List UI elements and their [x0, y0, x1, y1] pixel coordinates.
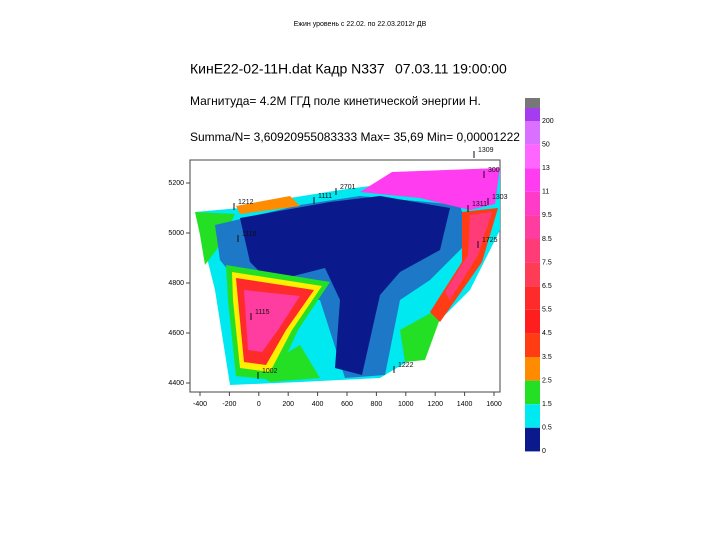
well-label: 1115 — [255, 309, 270, 316]
color-band — [525, 357, 540, 381]
x-tick-label: 800 — [371, 401, 383, 408]
colorbar-label: 2.5 — [542, 377, 552, 384]
color-band — [525, 286, 540, 310]
colorbar-label: 8.5 — [542, 236, 552, 243]
well-label: 1002 — [262, 368, 278, 375]
colorbar-label: 1.5 — [542, 401, 552, 408]
colorbar-label: 4.5 — [542, 330, 552, 337]
color-band — [525, 191, 540, 216]
color-band — [525, 108, 540, 121]
colorbar-label: 0.5 — [542, 425, 552, 432]
title: КинЕ22-02-11Н.dat Кадр N337 — [190, 61, 385, 77]
color-band — [525, 144, 540, 169]
color-band — [525, 262, 540, 287]
well-label: 1111 — [318, 193, 332, 200]
well-label: 1309 — [478, 147, 494, 154]
x-tick-label: 1600 — [486, 401, 502, 408]
colorbar-label: 6.5 — [542, 283, 552, 290]
colorbar-label: 9.5 — [542, 212, 552, 219]
x-tick-label: 0 — [257, 401, 261, 408]
y-tick-label: 4800 — [168, 280, 184, 287]
x-tick-label: -200 — [222, 401, 236, 408]
x-tick-label: 200 — [282, 401, 294, 408]
region — [360, 168, 500, 210]
region — [240, 196, 450, 375]
x-tick-label: 1000 — [398, 401, 414, 408]
colorbar-label: 50 — [542, 141, 550, 148]
well-label: 300 — [488, 167, 500, 174]
colorbar: 200 50 13 11 9.5 8.5 7.5 6.5 5.5 4.5 3.5 2.5 1.5 0.5 0 — [525, 98, 554, 455]
x-tick-label: 1400 — [457, 401, 473, 408]
x-tick-label: 1200 — [427, 401, 443, 408]
color-band — [525, 168, 540, 192]
x-tick-label: -400 — [193, 401, 207, 408]
title-date: 07.03.11 19:00:00 — [395, 61, 507, 77]
well-label: 1311 — [472, 201, 487, 208]
color-band — [525, 121, 540, 145]
color-band — [525, 427, 540, 452]
y-tick-label: 5200 — [168, 180, 184, 187]
color-band — [525, 333, 540, 357]
colorbar-label: 200 — [542, 118, 554, 125]
axes: -400 -200 0 200 400 600 800 1000 1200 1400 1600 520… — [168, 180, 501, 408]
color-band — [525, 309, 540, 334]
colorbar-label: 7.5 — [542, 259, 552, 266]
region — [445, 212, 492, 300]
y-tick-label: 5000 — [168, 230, 184, 237]
color-band — [525, 239, 540, 263]
well-label: 1212 — [238, 199, 254, 206]
x-tick-label: 600 — [341, 401, 353, 408]
colorbar-cap — [525, 98, 540, 108]
well-label: 1725 — [482, 237, 498, 244]
stats: Summa/N= 3,60920955083333 Max= 35,69 Min… — [190, 130, 520, 144]
well-labels: 1309 300 1303 2701 1311 1725 1111 1116 1115 1002 1… — [233, 147, 508, 379]
x-tick-label: 400 — [312, 401, 324, 408]
region — [244, 290, 300, 352]
subtitle: Магнитуда= 4.2M — [190, 94, 286, 108]
colorbar-label: 0 — [542, 448, 546, 455]
color-band — [525, 380, 540, 405]
slide-header: Ежин уровень с 22.02. по 22.03.2012г ДВ — [294, 21, 427, 28]
well-label: 1303 — [492, 194, 508, 201]
colorbar-label: 5.5 — [542, 307, 552, 314]
y-tick-label: 4400 — [168, 380, 184, 387]
well-label: 1222 — [398, 362, 414, 369]
y-tick-label: 4600 — [168, 330, 184, 337]
region — [236, 196, 300, 214]
well-label: 2701 — [340, 184, 356, 191]
colorbar-label: 13 — [542, 165, 550, 172]
color-band — [525, 404, 540, 428]
subtitle: ГГД поле кинетической энергии Н. — [290, 94, 481, 108]
colorbar-label: 3.5 — [542, 354, 552, 361]
region — [400, 305, 445, 362]
colorbar-label: 11 — [542, 189, 549, 196]
contour-field — [189, 159, 501, 393]
well-label: 1116 — [242, 231, 257, 238]
color-band — [525, 215, 540, 239]
